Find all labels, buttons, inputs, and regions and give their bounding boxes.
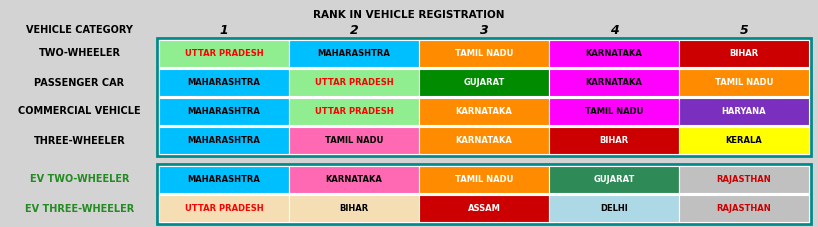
Bar: [679, 195, 809, 222]
Text: MAHARASHTRA: MAHARASHTRA: [187, 175, 260, 184]
Bar: [159, 69, 289, 96]
Bar: [549, 69, 679, 96]
Text: COMMERCIAL VEHICLE: COMMERCIAL VEHICLE: [18, 106, 141, 116]
Text: KARNATAKA: KARNATAKA: [326, 175, 383, 184]
Bar: [289, 69, 419, 96]
Bar: [289, 127, 419, 154]
Text: KARNATAKA: KARNATAKA: [456, 107, 512, 116]
Text: GUJARAT: GUJARAT: [463, 78, 505, 87]
Bar: [419, 69, 549, 96]
Bar: [549, 127, 679, 154]
Bar: [679, 40, 809, 67]
Text: 5: 5: [739, 24, 748, 37]
Bar: [419, 127, 549, 154]
Text: KARNATAKA: KARNATAKA: [456, 136, 512, 145]
Text: KERALA: KERALA: [726, 136, 762, 145]
Text: DELHI: DELHI: [600, 204, 628, 213]
Text: GUJARAT: GUJARAT: [593, 175, 635, 184]
Bar: [157, 38, 811, 156]
Text: BIHAR: BIHAR: [730, 49, 758, 58]
Text: THREE-WHEELER: THREE-WHEELER: [34, 136, 125, 146]
Bar: [159, 195, 289, 222]
Text: ASSAM: ASSAM: [468, 204, 501, 213]
Text: 4: 4: [609, 24, 618, 37]
Bar: [157, 164, 811, 224]
Bar: [289, 98, 419, 125]
Bar: [549, 195, 679, 222]
Bar: [159, 98, 289, 125]
Bar: [289, 40, 419, 67]
Bar: [419, 40, 549, 67]
Bar: [549, 40, 679, 67]
Text: UTTAR PRADESH: UTTAR PRADESH: [185, 49, 263, 58]
Bar: [549, 98, 679, 125]
Bar: [679, 166, 809, 193]
Text: KARNATAKA: KARNATAKA: [586, 78, 642, 87]
Text: BIHAR: BIHAR: [600, 136, 628, 145]
Bar: [679, 127, 809, 154]
Text: MAHARASHTRA: MAHARASHTRA: [187, 107, 260, 116]
Text: TAMIL NADU: TAMIL NADU: [715, 78, 773, 87]
Text: UTTAR PRADESH: UTTAR PRADESH: [185, 204, 263, 213]
Text: 1: 1: [219, 24, 228, 37]
Text: MAHARASHTRA: MAHARASHTRA: [187, 78, 260, 87]
Text: RAJASTHAN: RAJASTHAN: [717, 175, 771, 184]
Text: TWO-WHEELER: TWO-WHEELER: [38, 49, 120, 59]
Text: BIHAR: BIHAR: [339, 204, 369, 213]
Text: EV THREE-WHEELER: EV THREE-WHEELER: [25, 203, 134, 214]
Text: TAMIL NADU: TAMIL NADU: [585, 107, 643, 116]
Bar: [159, 127, 289, 154]
Text: EV TWO-WHEELER: EV TWO-WHEELER: [29, 175, 129, 185]
Bar: [679, 98, 809, 125]
Text: UTTAR PRADESH: UTTAR PRADESH: [315, 78, 393, 87]
Text: 3: 3: [479, 24, 488, 37]
Text: UTTAR PRADESH: UTTAR PRADESH: [315, 107, 393, 116]
Bar: [419, 98, 549, 125]
Text: VEHICLE CATEGORY: VEHICLE CATEGORY: [26, 25, 133, 35]
Text: TAMIL NADU: TAMIL NADU: [325, 136, 383, 145]
Bar: [549, 166, 679, 193]
Bar: [679, 69, 809, 96]
Text: 2: 2: [349, 24, 358, 37]
Text: MAHARASHTRA: MAHARASHTRA: [187, 136, 260, 145]
Text: MAHARASHTRA: MAHARASHTRA: [317, 49, 390, 58]
Text: TAMIL NADU: TAMIL NADU: [455, 49, 513, 58]
Bar: [289, 166, 419, 193]
Bar: [159, 166, 289, 193]
Text: TAMIL NADU: TAMIL NADU: [455, 175, 513, 184]
Bar: [159, 40, 289, 67]
Text: RAJASTHAN: RAJASTHAN: [717, 204, 771, 213]
Bar: [289, 195, 419, 222]
Bar: [419, 195, 549, 222]
Bar: [419, 166, 549, 193]
Text: PASSENGER CAR: PASSENGER CAR: [34, 77, 124, 87]
Text: RANK IN VEHICLE REGISTRATION: RANK IN VEHICLE REGISTRATION: [313, 10, 505, 20]
Text: KARNATAKA: KARNATAKA: [586, 49, 642, 58]
Text: HARYANA: HARYANA: [721, 107, 766, 116]
